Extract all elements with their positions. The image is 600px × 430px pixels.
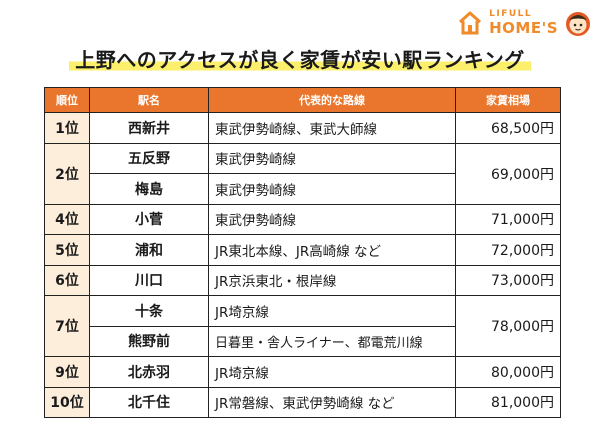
- rank-cell: 5位: [44, 234, 90, 266]
- rank-cell: 1位: [44, 112, 90, 144]
- station-cell: 梅島: [89, 173, 209, 205]
- rent-cell: 81,000円: [455, 386, 561, 418]
- table-row: 熊野前 日暮里・舎人ライナー、都電荒川線: [45, 325, 561, 357]
- header-station: 駅名: [89, 87, 209, 113]
- rent-cell: 69,000円: [455, 142, 561, 205]
- rent-cell: 71,000円: [455, 203, 561, 235]
- station-cell: 北赤羽: [89, 356, 209, 388]
- brand-main-text: HOME'S: [489, 19, 558, 37]
- table-row: 1位 西新井 東武伊勢崎線、東武大師線 68,500円: [44, 112, 561, 144]
- station-cell: 小菅: [89, 203, 209, 235]
- rent-cell: 73,000円: [455, 264, 561, 296]
- lines-cell: 日暮里・舎人ライナー、都電荒川線: [208, 325, 456, 357]
- station-cell: 川口: [89, 264, 209, 296]
- table-row: 4位 小菅 東武伊勢崎線 71,000円: [44, 203, 561, 235]
- lines-cell: JR埼京線: [208, 356, 456, 388]
- lines-cell: 東武伊勢崎線: [208, 203, 456, 235]
- table-row: 2位 五反野 東武伊勢崎線 69,000円: [44, 142, 561, 205]
- station-cell: 浦和: [89, 234, 209, 266]
- station-cell: 熊野前: [89, 325, 209, 357]
- rent-cell: 80,000円: [455, 356, 561, 388]
- lines-cell: JR京浜東北・根岸線: [208, 264, 456, 296]
- rank-cell: 2位: [44, 142, 90, 205]
- table-header-row: 順位 駅名 代表的な路線 家賃相場: [44, 87, 561, 113]
- lines-cell: 東武伊勢崎線、東武大師線: [208, 112, 456, 144]
- rent-cell: 72,000円: [455, 234, 561, 266]
- brand-logo: LIFULL HOME'S: [457, 6, 592, 40]
- station-cell: 十条: [89, 295, 209, 327]
- station-cell: 北千住: [89, 386, 209, 418]
- rent-cell: 78,000円: [455, 295, 561, 357]
- table-row: 9位 北赤羽 JR埼京線 80,000円: [44, 356, 561, 388]
- ranking-table: 順位 駅名 代表的な路線 家賃相場 1位 西新井 東武伊勢崎線、東武大師線 68…: [44, 87, 561, 418]
- house-icon: [459, 11, 482, 35]
- lines-cell: JR東北本線、JR高崎線 など: [208, 234, 456, 266]
- lines-cell: 東武伊勢崎線: [208, 142, 456, 174]
- page-title: 上野へのアクセスが良く家賃が安い駅ランキング: [69, 44, 531, 73]
- mascot-icon: [566, 12, 590, 36]
- rank-cell: 9位: [44, 356, 90, 388]
- rank-cell: 6位: [44, 264, 90, 296]
- rank-cell: 4位: [44, 203, 90, 235]
- table-row: 10位 北千住 JR常磐線、東武伊勢崎線 など 81,000円: [44, 386, 561, 418]
- rank-cell: 10位: [44, 386, 90, 418]
- rank-cell: 7位: [44, 295, 90, 357]
- table-row: 6位 川口 JR京浜東北・根岸線 73,000円: [44, 264, 561, 296]
- rent-cell: 68,500円: [455, 112, 561, 144]
- lines-cell: JR埼京線: [208, 295, 456, 327]
- station-cell: 五反野: [89, 142, 209, 174]
- lines-cell: 東武伊勢崎線: [208, 173, 456, 205]
- header-rank: 順位: [44, 87, 90, 113]
- table-row: 5位 浦和 JR東北本線、JR高崎線 など 72,000円: [44, 234, 561, 266]
- lines-cell: JR常磐線、東武伊勢崎線 など: [208, 386, 456, 418]
- header-lines: 代表的な路線: [208, 87, 456, 113]
- header-rent: 家賃相場: [455, 87, 561, 113]
- table-row: 7位 十条 JR埼京線 78,000円: [44, 295, 561, 357]
- station-cell: 西新井: [89, 112, 209, 144]
- brand-top-text: LIFULL: [489, 9, 533, 19]
